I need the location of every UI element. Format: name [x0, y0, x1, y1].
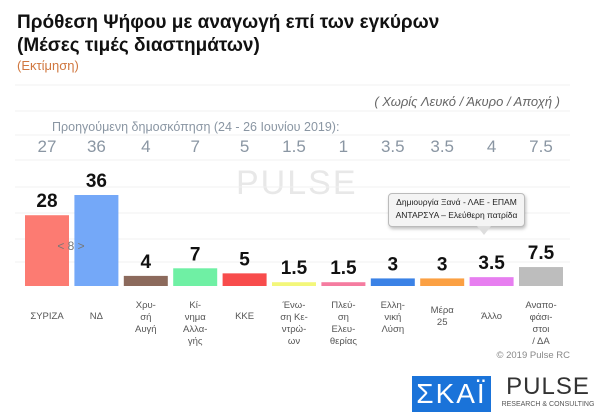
value-label: 3 [388, 254, 399, 275]
bar [370, 278, 415, 286]
subtitle: (Εκτίμηση) [17, 58, 79, 73]
category-label: ση [338, 312, 349, 323]
category-label: ντρώ- [282, 324, 307, 335]
gap-label: < 8 > [57, 239, 84, 253]
category-label: ων [288, 336, 300, 347]
title-line-2: (Μέσες τιμές διαστημάτων) [17, 35, 260, 56]
category-label: Αλλα- [183, 324, 207, 335]
value-label: 7.5 [528, 243, 555, 264]
previous-poll-label: Προηγούμενη δημοσκόπηση (24 - 26 Ιουνίου… [52, 120, 340, 134]
category-label: Μέρα [431, 305, 455, 316]
category-label: Ελλη- [381, 300, 405, 311]
chart-title: Πρόθεση Ψήφου με αναγωγή επί των εγκύρων… [17, 11, 439, 57]
value-label: 1.5 [281, 258, 308, 279]
previous-value: 5 [240, 137, 249, 156]
bar [123, 275, 168, 286]
bar [272, 282, 316, 286]
category-label: Πλεύ- [331, 300, 355, 311]
category-label: Χρυ- [136, 300, 156, 311]
category-label: Ένω- [282, 300, 306, 311]
bar [173, 268, 218, 286]
skai-logo: ΣΚΑΪ [412, 376, 491, 412]
category-label: στοι [533, 324, 550, 335]
callout: Δημιουργία Ξανά - ΛΑΕ - ΕΠΑΜ ΑΝΤΑΡΣΥΑ – … [388, 193, 525, 235]
bar [74, 195, 119, 286]
category-label: Ελευ- [332, 324, 356, 335]
previous-value: 7 [190, 137, 199, 156]
category-label: ση Κε- [280, 312, 308, 323]
category-label: θερίας [330, 336, 358, 347]
category-label: ΚΚΕ [235, 311, 254, 322]
bar [420, 278, 465, 286]
value-label: 36 [86, 171, 107, 192]
note: ( Χωρίς Λευκό / Άκυρο / Αποχή ) [374, 94, 560, 109]
category-label: νημα [185, 312, 207, 323]
pulse-logo-tag: RESEARCH & CONSULTING [501, 401, 595, 408]
category-label: γής [188, 336, 203, 347]
category-label: ΣΥΡΙΖΑ [30, 311, 64, 322]
previous-value: 4 [487, 137, 496, 156]
category-label: / ΔΑ [532, 336, 550, 347]
category-label: Αυγή [135, 324, 157, 335]
category-label: φάσι- [530, 312, 553, 323]
bar [222, 273, 267, 286]
category-label: Λύση [381, 324, 404, 335]
pulse-logo: PULSE RESEARCH & CONSULTING [500, 374, 596, 409]
copyright: © 2019 Pulse RC [496, 350, 570, 361]
bar [469, 277, 514, 286]
previous-value: 3.5 [430, 137, 454, 156]
previous-value: 4 [141, 137, 150, 156]
value-label: 3 [437, 254, 448, 275]
bar [25, 215, 69, 286]
previous-value: 7.5 [529, 137, 553, 156]
watermark: PULSE [236, 164, 358, 202]
category-label: Αναπο- [525, 300, 556, 311]
bar [321, 282, 366, 286]
callout-line-1: Δημιουργία Ξανά - ΛΑΕ - ΕΠΑΜ [396, 197, 517, 207]
value-label: 7 [190, 244, 201, 265]
category-label: 25 [437, 317, 448, 328]
value-label: 5 [239, 249, 250, 270]
value-label: 28 [36, 191, 57, 212]
previous-value: 3.5 [381, 137, 405, 156]
title-line-1: Πρόθεση Ψήφου με αναγωγή επί των εγκύρων [17, 12, 440, 33]
previous-value: 1.5 [282, 137, 306, 156]
previous-value: 36 [87, 137, 106, 156]
category-label: Άλλο [481, 311, 502, 322]
callout-line-2: ΑΝΤΑΡΣΥΑ – Ελεύθερη πατρίδα [395, 210, 518, 220]
bar [519, 267, 563, 286]
category-label: ΝΔ [90, 311, 104, 322]
value-label: 1.5 [330, 258, 357, 279]
value-label: 4 [141, 252, 152, 273]
pulse-logo-text: PULSE [506, 373, 590, 400]
value-label: 3.5 [478, 253, 505, 274]
category-label: Κί- [189, 300, 201, 311]
previous-value: 1 [339, 137, 348, 156]
previous-value: 27 [38, 137, 57, 156]
category-label: σή [140, 312, 151, 323]
category-label: νική [384, 312, 401, 323]
